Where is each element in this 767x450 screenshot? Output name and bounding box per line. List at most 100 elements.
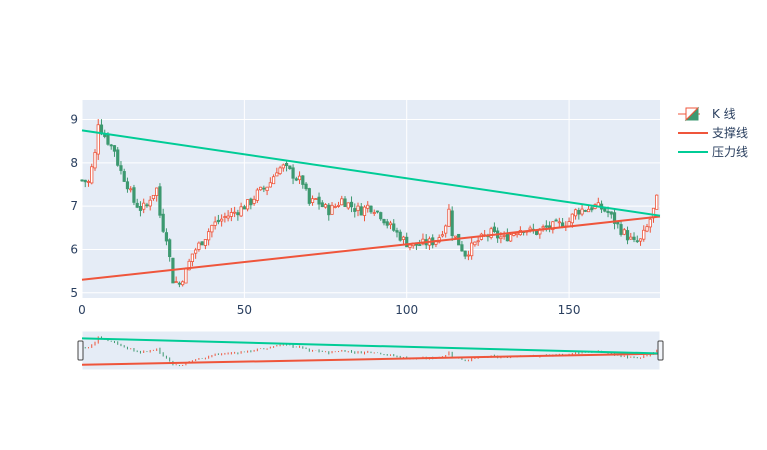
legend-item-support[interactable]: 支撑线 xyxy=(678,125,748,140)
y-axis-ticks: 5 6 7 8 9 xyxy=(70,112,78,299)
candle xyxy=(301,175,305,189)
candle xyxy=(586,205,591,213)
candle xyxy=(466,250,471,261)
legend-label-support: 支撑线 xyxy=(712,125,748,140)
candle xyxy=(557,217,561,228)
candle xyxy=(220,214,224,227)
candle xyxy=(609,211,613,219)
candle xyxy=(509,232,513,242)
candle xyxy=(291,164,295,185)
candle xyxy=(317,192,321,210)
candle xyxy=(262,185,266,193)
candle xyxy=(625,226,630,245)
candle xyxy=(281,163,285,172)
candle xyxy=(190,253,195,267)
candle xyxy=(278,165,282,176)
slider-resistance-line xyxy=(81,337,661,355)
x-tick-label: 50 xyxy=(237,303,252,317)
candle xyxy=(210,224,214,238)
candle xyxy=(343,196,347,207)
candle xyxy=(577,207,581,220)
candle xyxy=(258,186,263,191)
candle xyxy=(125,177,130,193)
candle xyxy=(200,241,204,246)
candle xyxy=(541,224,545,232)
candle xyxy=(327,203,331,221)
candle xyxy=(194,247,198,259)
candle xyxy=(642,225,646,242)
candle xyxy=(450,206,454,241)
candle xyxy=(181,280,185,287)
slider-support-line xyxy=(81,352,661,366)
candle xyxy=(288,165,292,170)
rangeslider-left-handle[interactable] xyxy=(77,340,84,361)
candle xyxy=(268,177,272,188)
candle xyxy=(366,201,370,213)
candle xyxy=(375,210,380,214)
candle xyxy=(271,174,276,185)
rangeslider-preview xyxy=(81,336,661,367)
candle xyxy=(284,161,289,172)
candle xyxy=(629,232,633,240)
candle xyxy=(93,149,97,171)
candle xyxy=(333,203,337,209)
y-tick-label: 9 xyxy=(70,112,78,126)
candle xyxy=(463,250,467,260)
candle xyxy=(382,218,386,226)
candle xyxy=(90,163,94,185)
candle xyxy=(138,201,143,217)
candle xyxy=(80,179,84,182)
candle xyxy=(583,209,587,213)
rangeslider-right-handle[interactable] xyxy=(657,340,664,361)
candle xyxy=(155,187,159,202)
legend-item-candlestick[interactable]: K 线 xyxy=(678,106,736,122)
candle xyxy=(307,187,311,206)
candle xyxy=(119,161,123,175)
x-axis-ticks: 0 50 100 150 xyxy=(78,303,580,317)
legend-item-resistance[interactable]: 压力线 xyxy=(678,145,748,159)
candle xyxy=(112,145,117,157)
candle xyxy=(635,235,639,244)
candle xyxy=(369,205,373,214)
candle xyxy=(340,195,344,206)
candle xyxy=(233,206,237,218)
candle xyxy=(632,232,636,243)
x-tick-label: 150 xyxy=(558,303,581,317)
y-tick-label: 5 xyxy=(70,286,78,300)
candle xyxy=(489,226,493,240)
candle xyxy=(142,198,146,214)
candle xyxy=(590,205,594,213)
candle xyxy=(320,200,324,208)
candle xyxy=(619,220,623,237)
candle xyxy=(226,210,230,222)
candle xyxy=(246,199,250,212)
plot-background xyxy=(82,100,660,298)
candle xyxy=(372,209,376,216)
y-tick-label: 8 xyxy=(70,156,78,170)
candle xyxy=(158,183,162,219)
candle xyxy=(129,186,133,193)
candle xyxy=(223,212,227,223)
candle xyxy=(379,211,383,221)
candle xyxy=(252,195,256,206)
y-tick-label: 6 xyxy=(70,242,78,256)
candle xyxy=(213,216,217,230)
candle xyxy=(229,207,233,222)
legend: K 线 支撑线 压力线 xyxy=(678,106,748,159)
candle xyxy=(356,202,360,217)
candle xyxy=(151,194,156,201)
candle xyxy=(492,222,496,233)
candle xyxy=(346,202,350,210)
candle xyxy=(304,182,308,191)
candle xyxy=(164,228,169,246)
legend-label-candlestick: K 线 xyxy=(712,107,736,121)
candle xyxy=(392,219,396,232)
candle xyxy=(255,187,259,203)
candle xyxy=(310,195,315,206)
candle xyxy=(197,241,201,252)
candle xyxy=(122,168,126,183)
candlestick-legend-icon xyxy=(678,106,700,122)
legend-label-resistance: 压力线 xyxy=(712,145,748,159)
candle xyxy=(655,194,659,210)
